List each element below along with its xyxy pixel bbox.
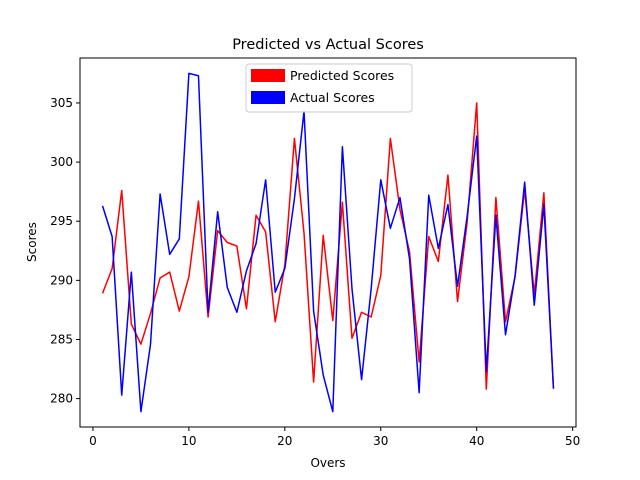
x-tick-label: 20	[277, 434, 292, 448]
legend-label-predicted: Predicted Scores	[290, 68, 394, 83]
x-tick-label: 30	[373, 434, 388, 448]
y-tick-label: 285	[50, 332, 73, 346]
plot-lines	[101, 72, 555, 413]
x-axis: 0 10 20 30 40 50	[89, 427, 580, 448]
x-axis-label: Overs	[310, 456, 345, 470]
x-tick-label: 40	[469, 434, 484, 448]
legend-swatch-actual	[251, 91, 285, 104]
legend-swatch-predicted	[251, 69, 285, 82]
x-tick-label: 50	[565, 434, 580, 448]
legend-label-actual: Actual Scores	[290, 90, 375, 105]
plot-frame	[79, 57, 577, 428]
y-axis: 280 285 290 295 300 305	[50, 96, 80, 406]
legend: Predicted Scores Actual Scores	[245, 63, 413, 113]
y-axis-label: Scores	[25, 222, 39, 262]
y-tick-label: 290	[50, 273, 73, 287]
y-tick-label: 305	[50, 96, 73, 110]
chart-title: Predicted vs Actual Scores	[232, 37, 424, 53]
series-line-predicted	[101, 102, 555, 390]
y-tick-label: 280	[50, 392, 73, 406]
y-tick-label: 295	[50, 214, 73, 228]
legend-box	[245, 63, 413, 113]
x-tick-label: 10	[181, 434, 196, 448]
x-tick-label: 0	[89, 434, 97, 448]
series-line-actual	[101, 72, 555, 413]
y-tick-label: 300	[50, 155, 73, 169]
